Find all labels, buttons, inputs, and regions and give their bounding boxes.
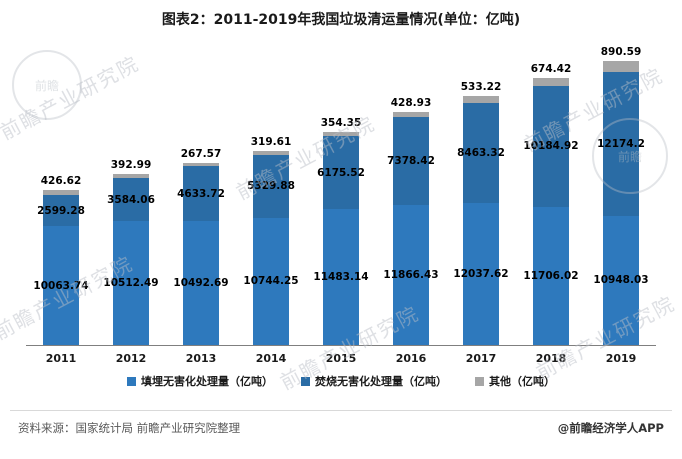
stacked-bar-2015[interactable]: 6175.52 11483.14 (313, 132, 369, 345)
value-label: 12037.62 (453, 267, 509, 280)
bar-column-2018: 674.42 10184.92 11706.02 (516, 44, 586, 345)
plot-area: 426.62 2599.28 10063.74 392.99 3584.06 10512.… (26, 44, 656, 346)
x-axis-label-2011: 2011 (45, 352, 77, 365)
bar-column-2017: 533.22 8463.32 12037.62 (446, 44, 516, 345)
stacked-bar-2018[interactable]: 10184.92 11706.02 (523, 78, 579, 345)
x-axis-label-2017: 2017 (465, 352, 497, 365)
legend-swatch-icon (301, 376, 310, 386)
bar-segment-series-2 (533, 78, 569, 87)
value-label: 10184.92 (523, 140, 579, 153)
bar-segment-series-0: 10744.25 (243, 217, 299, 345)
bar-column-2015: 354.35 6175.52 11483.14 (306, 44, 376, 345)
bar-segment-series-0: 11866.43 (383, 204, 439, 345)
stacked-bar-2011[interactable]: 2599.28 10063.74 (33, 190, 89, 345)
other-value-label: 890.59 (600, 46, 642, 58)
x-axis-label-2015: 2015 (325, 352, 357, 365)
bar-segment-series-0: 11483.14 (313, 209, 369, 345)
x-axis-label-2016: 2016 (395, 352, 427, 365)
value-label: 12174.2 (597, 137, 645, 150)
other-value-label: 267.57 (180, 147, 222, 160)
bar-segment-series-1: 6175.52 (317, 136, 365, 210)
other-value-label: 354.35 (320, 117, 362, 130)
x-axis-label-2014: 2014 (255, 352, 287, 365)
stacked-bar-2019[interactable]: 12174.2 10948.03 (593, 61, 649, 345)
other-value-label: 428.93 (390, 97, 432, 110)
value-label: 7378.42 (387, 155, 435, 168)
bar-segment-series-0: 10063.74 (33, 226, 89, 345)
legend-label: 焚烧无害化处理量（亿吨） (315, 375, 447, 388)
bar-column-2016: 428.93 7378.42 11866.43 (376, 44, 446, 345)
bar-segment-series-2 (603, 61, 639, 72)
bar-segment-series-2 (183, 162, 219, 167)
bar-segment-series-1: 4633.72 (177, 166, 225, 221)
bar-segment-series-0: 12037.62 (453, 202, 509, 345)
bar-segment-series-1: 3584.06 (107, 178, 155, 221)
bar-segment-series-0: 11706.02 (523, 206, 579, 345)
footer: 资料来源：国家统计局 前瞻产业研究院整理 @前瞻经济学人APP (10, 410, 672, 436)
stacked-bar-2017[interactable]: 8463.32 12037.62 (453, 96, 509, 345)
bar-column-2012: 392.99 3584.06 10512.49 (96, 44, 166, 345)
value-label: 11706.02 (523, 269, 579, 282)
bar-segment-series-0: 10512.49 (103, 220, 159, 345)
value-label: 10063.74 (33, 279, 89, 292)
stacked-bar-2016[interactable]: 7378.42 11866.43 (383, 112, 439, 345)
bar-segment-series-2 (113, 173, 149, 179)
bar-segment-series-1: 10184.92 (523, 86, 579, 207)
value-label: 2599.28 (37, 204, 85, 217)
value-label: 5329.88 (247, 180, 295, 193)
value-label: 11866.43 (383, 268, 439, 281)
other-value-label: 392.99 (110, 158, 152, 171)
bar-segment-series-1: 5329.88 (247, 154, 295, 218)
value-label: 8463.32 (457, 146, 505, 159)
other-value-label: 426.62 (40, 175, 82, 188)
legend-label: 填埋无害化处理量（亿吨） (141, 375, 273, 388)
value-label: 10948.03 (593, 274, 649, 287)
stacked-bar-2013[interactable]: 4633.72 10492.69 (173, 162, 229, 345)
x-axis-label-2013: 2013 (185, 352, 217, 365)
bar-column-2014: 319.61 5329.88 10744.25 (236, 44, 306, 345)
stacked-bar-2012[interactable]: 3584.06 10512.49 (103, 173, 159, 345)
other-value-label: 674.42 (530, 63, 572, 76)
legend-item-2[interactable]: 其他（亿吨） (475, 373, 555, 389)
legend-label: 其他（亿吨） (489, 375, 555, 388)
value-label: 10492.69 (173, 276, 229, 289)
bar-segment-series-1: 2599.28 (37, 195, 85, 226)
x-axis-label-2018: 2018 (535, 352, 567, 365)
x-axis-label-2019: 2019 (605, 352, 637, 365)
bar-segment-series-1: 12174.2 (597, 71, 645, 216)
value-label: 11483.14 (313, 271, 369, 284)
bar-segment-series-1: 7378.42 (387, 117, 435, 205)
x-axis: 2011 2012 2013 2014 2015 2016 2017 2018 2019 (26, 346, 656, 368)
legend: 填埋无害化处理量（亿吨） 焚烧无害化处理量（亿吨） 其他（亿吨） (0, 372, 682, 390)
chart-title: 图表2：2011-2019年我国垃圾清运量情况(单位：亿吨) (161, 12, 521, 28)
bar-segment-series-2 (463, 96, 499, 103)
other-value-label: 533.22 (460, 81, 502, 94)
value-label: 4633.72 (177, 187, 225, 200)
bar-segment-series-1: 8463.32 (457, 102, 505, 203)
bar-column-2019: 890.59 12174.2 10948.03 (586, 44, 656, 345)
credit-note: @前瞻经济学人APP (557, 421, 664, 435)
bar-column-2013: 267.57 4633.72 10492.69 (166, 44, 236, 345)
x-axis-label-2012: 2012 (115, 352, 147, 365)
bar-segment-series-2 (253, 151, 289, 155)
legend-swatch-icon (475, 376, 484, 386)
stacked-bar-2014[interactable]: 5329.88 10744.25 (243, 151, 299, 345)
bar-segment-series-0: 10948.03 (593, 215, 649, 345)
value-label: 3584.06 (107, 193, 155, 206)
bar-segment-series-2 (43, 190, 79, 196)
bar-column-2011: 426.62 2599.28 10063.74 (26, 44, 96, 345)
source-note: 资料来源：国家统计局 前瞻产业研究院整理 (18, 421, 241, 435)
legend-item-1[interactable]: 焚烧无害化处理量（亿吨） (301, 373, 447, 389)
bar-segment-series-2 (393, 112, 429, 118)
other-value-label: 319.61 (250, 136, 292, 149)
value-label: 10512.49 (103, 276, 159, 289)
value-label: 10744.25 (243, 275, 299, 288)
bar-segment-series-2 (323, 132, 359, 137)
legend-item-0[interactable]: 填埋无害化处理量（亿吨） (127, 373, 273, 389)
legend-swatch-icon (127, 376, 136, 386)
value-label: 6175.52 (317, 166, 365, 179)
bar-segment-series-0: 10492.69 (173, 220, 229, 345)
